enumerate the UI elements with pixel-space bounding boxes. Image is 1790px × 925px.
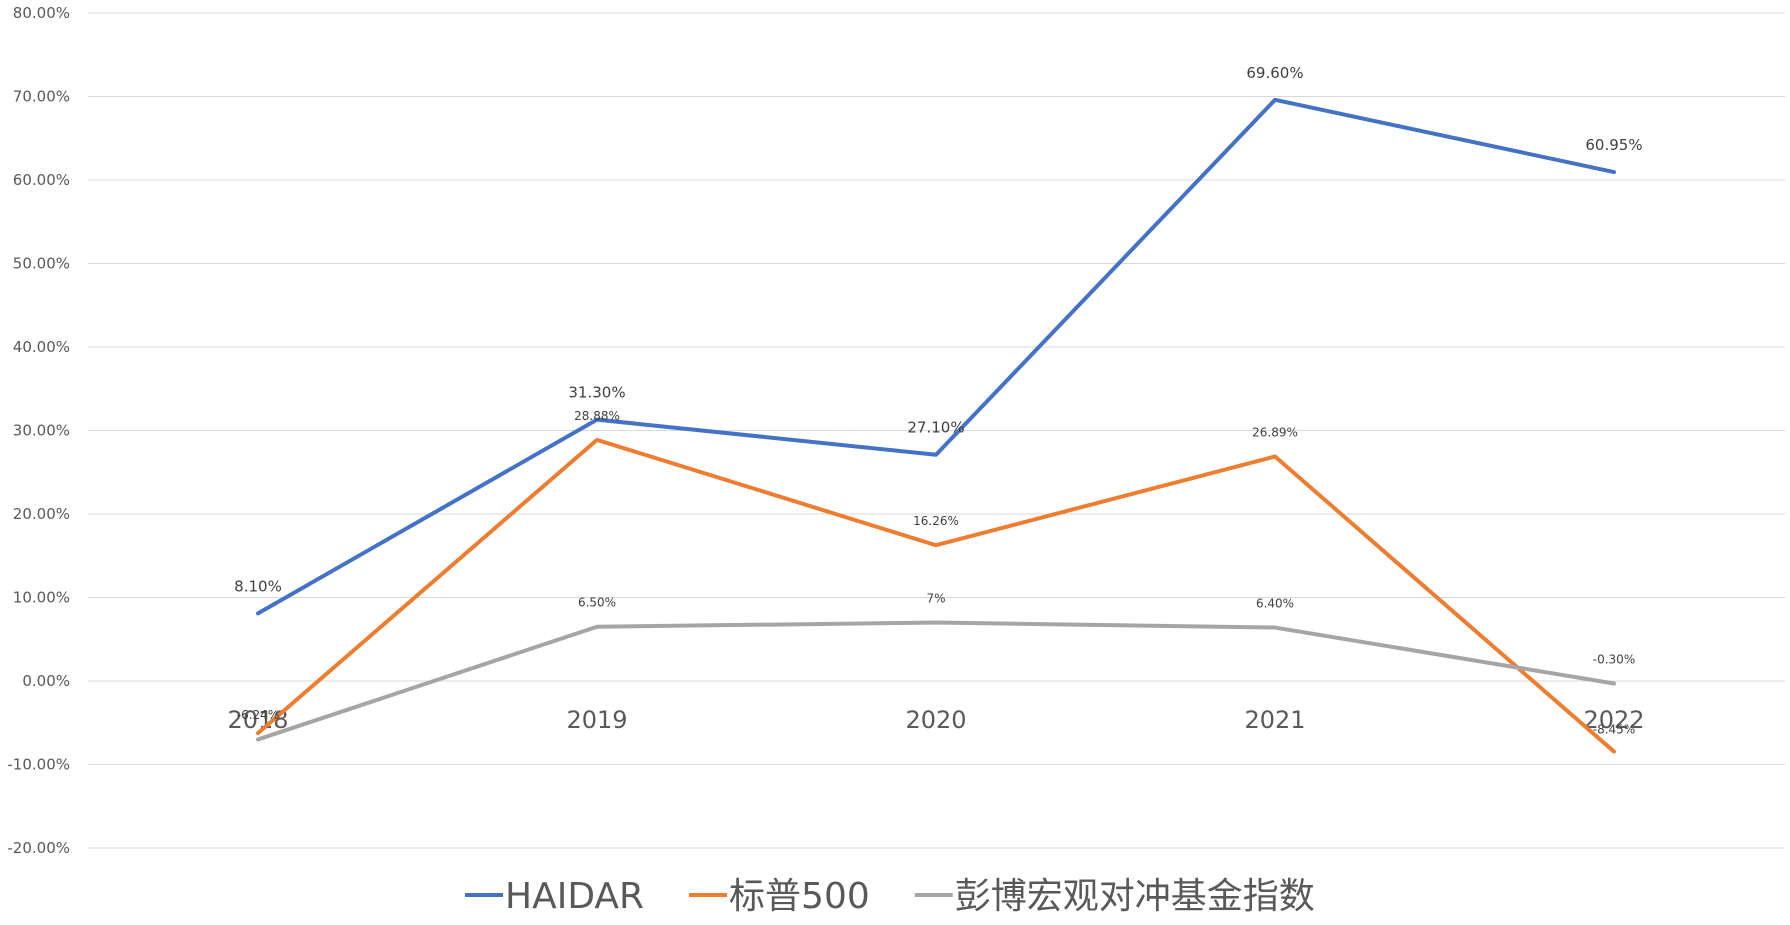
series-line-1 xyxy=(256,437,1616,754)
x-tick-label: 2020 xyxy=(905,706,966,734)
series-line-0 xyxy=(256,97,1616,616)
y-tick-label: 70.00% xyxy=(13,88,70,106)
data-label: 6.40% xyxy=(1256,597,1294,611)
gridlines xyxy=(88,12,1785,849)
series-lines xyxy=(256,97,1616,754)
x-tick-label: 2019 xyxy=(566,706,627,734)
data-label: -8.45% xyxy=(1593,723,1635,737)
data-label: 7% xyxy=(926,592,945,606)
data-label: 60.95% xyxy=(1585,136,1642,154)
data-label: 31.30% xyxy=(568,384,625,402)
data-label: -6.24% xyxy=(237,708,279,722)
y-tick-label: 50.00% xyxy=(13,255,70,273)
series-line-2 xyxy=(256,620,1616,742)
data-labels: 8.10% 31.30% 27.10% 69.60% 60.95% -6.24% 28.88… xyxy=(234,64,1642,737)
legend-label: 标普500 xyxy=(729,876,870,917)
x-tick-label: 2021 xyxy=(1244,706,1305,734)
y-tick-label: -10.00% xyxy=(7,756,70,774)
data-label: -0.30% xyxy=(1593,653,1635,667)
y-tick-label: 60.00% xyxy=(13,171,70,189)
data-label: 6.50% xyxy=(578,596,616,610)
x-axis-tick-labels: 2018 2019 2020 2021 2022 xyxy=(227,706,1644,734)
legend-label: HAIDAR xyxy=(505,876,644,917)
y-tick-label: -20.00% xyxy=(7,839,70,857)
legend-label: 彭博宏观对冲基金指数 xyxy=(955,876,1315,917)
y-tick-label: 20.00% xyxy=(13,505,70,523)
y-tick-label: 30.00% xyxy=(13,422,70,440)
data-label: 27.10% xyxy=(907,419,964,437)
x-tick-label: 2022 xyxy=(1583,706,1644,734)
data-label: 8.10% xyxy=(234,577,282,595)
y-tick-label: 80.00% xyxy=(13,4,70,22)
data-label: 69.60% xyxy=(1246,64,1303,82)
y-axis-tick-labels: 80.00% 70.00% 60.00% 50.00% 40.00% 30.00% 20.0… xyxy=(7,4,70,857)
y-tick-label: 40.00% xyxy=(13,338,70,356)
y-tick-label: 10.00% xyxy=(13,589,70,607)
legend: HAIDAR 标普500 彭博宏观对冲基金指数 xyxy=(465,876,1315,917)
data-label: 26.89% xyxy=(1252,425,1298,439)
data-label: 16.26% xyxy=(913,514,959,528)
y-tick-label: 0.00% xyxy=(22,672,70,690)
x-tick-label: 2018 xyxy=(227,706,288,734)
data-label: 28.88% xyxy=(574,409,620,423)
